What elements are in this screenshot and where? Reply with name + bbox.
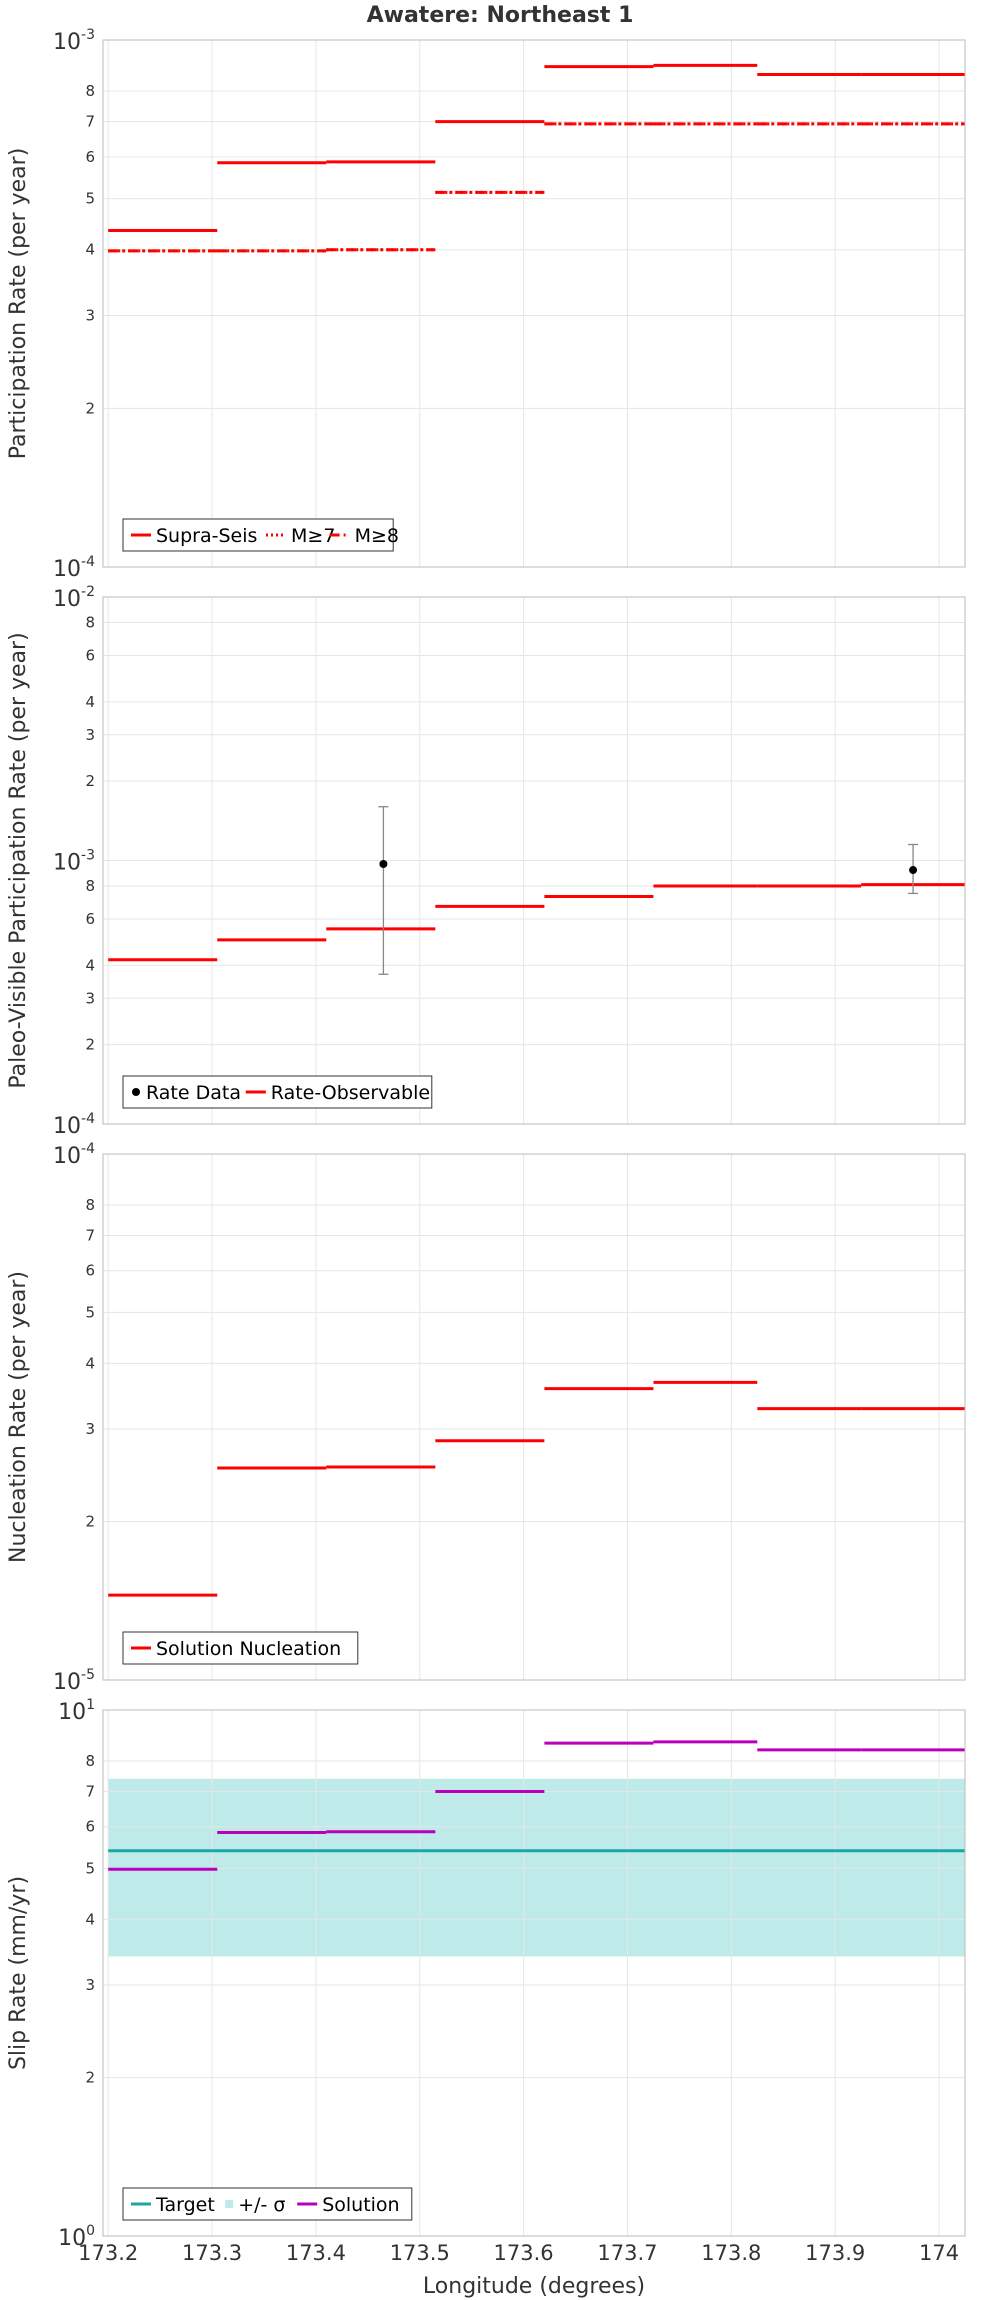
y-tick-label: 10-3 xyxy=(53,848,95,876)
y-tick-label: 5 xyxy=(85,1859,95,1877)
y-tick-label: 6 xyxy=(85,1262,95,1280)
data-point xyxy=(379,859,388,868)
y-tick-label: 4 xyxy=(85,956,95,974)
legend-box xyxy=(122,2187,413,2221)
legend-label: M≥8 xyxy=(355,525,399,547)
y-tick-label: 101 xyxy=(58,1697,95,1725)
y-tick-label: 8 xyxy=(85,1752,95,1770)
legend-label: Solution xyxy=(322,2194,399,2216)
legend: Solution Nucleation xyxy=(122,1631,359,1665)
y-tick-label: 2 xyxy=(85,2069,95,2087)
panel-1: 10-4 2 3 4 5 6 7 8 10-3 Participation Rate (per y… xyxy=(6,27,966,582)
legend-box xyxy=(122,1075,433,1109)
y-tick-label: 3 xyxy=(85,307,95,325)
y-tick-label: 100 xyxy=(58,2223,95,2251)
y-tick-label: 6 xyxy=(85,910,95,928)
x-tick-label: 173.5 xyxy=(390,2241,450,2265)
x-tick-label: 174 xyxy=(919,2241,959,2265)
plot-frame xyxy=(102,1709,966,2237)
y-axis-label: Nucleation Rate (per year) xyxy=(6,1271,31,1563)
y-tick-label: 8 xyxy=(85,1196,95,1214)
x-tick-label: 173.8 xyxy=(701,2241,761,2265)
legend: Supra-Seis M≥7 M≥8 xyxy=(122,518,399,552)
y-axis-label: Slip Rate (mm/yr) xyxy=(6,1876,31,2070)
x-tick-label: 173.3 xyxy=(182,2241,242,2265)
y-tick-label: 7 xyxy=(85,1226,95,1244)
figure-title: Awatere: Northeast 1 xyxy=(367,3,634,28)
y-axis-label: Paleo-Visible Participation Rate (per ye… xyxy=(6,632,31,1088)
y-tick-label: 10-4 xyxy=(53,554,95,582)
y-tick-label: 6 xyxy=(85,148,95,166)
x-tick-label: 173.9 xyxy=(805,2241,865,2265)
legend-swatch xyxy=(132,1088,140,1096)
y-tick-label: 8 xyxy=(85,877,95,895)
panel-4: 100 2 3 4 5 6 7 8 101 Slip Rate (mm/yr) Target +/- … xyxy=(6,1697,966,2251)
legend-label: Rate Data xyxy=(146,1082,241,1104)
y-tick-label: 10-3 xyxy=(53,27,95,55)
legend: Rate Data Rate-Observable xyxy=(122,1075,433,1109)
legend-label: +/- σ xyxy=(238,2194,285,2216)
plot-area xyxy=(103,40,965,567)
y-tick-label: 3 xyxy=(85,989,95,1007)
x-tick-label: 173.7 xyxy=(597,2241,657,2265)
y-tick-label: 10-4 xyxy=(53,1111,95,1139)
plot-frame xyxy=(102,596,966,1125)
legend-label: M≥7 xyxy=(291,525,335,547)
y-tick-label: 2 xyxy=(85,399,95,417)
y-tick-label: 7 xyxy=(85,113,95,131)
legend: Target +/- σ Solution xyxy=(122,2187,413,2221)
y-tick-label: 5 xyxy=(85,190,95,208)
plot-frame xyxy=(102,39,966,568)
y-tick-label: 10-4 xyxy=(53,1141,95,1169)
x-axis-label: Longitude (degrees) xyxy=(423,2274,645,2299)
y-tick-label: 4 xyxy=(85,1354,95,1372)
legend-label: Supra-Seis xyxy=(156,525,257,547)
legend-box xyxy=(122,518,394,552)
y-tick-label: 4 xyxy=(85,693,95,711)
x-tick-label: 173.6 xyxy=(494,2241,554,2265)
y-tick-label: 2 xyxy=(85,1513,95,1531)
y-axis-label: Participation Rate (per year) xyxy=(6,148,31,460)
plot-area xyxy=(103,1154,965,1680)
y-tick-label: 8 xyxy=(85,82,95,100)
y-tick-label: 2 xyxy=(85,772,95,790)
legend-box xyxy=(122,1631,359,1665)
sigma-band xyxy=(108,1778,966,1957)
y-tick-label: 4 xyxy=(85,1910,95,1928)
legend-label: Solution Nucleation xyxy=(156,1638,341,1660)
legend-label: Rate-Observable xyxy=(271,1082,430,1104)
y-tick-label: 7 xyxy=(85,1782,95,1800)
y-tick-label: 10-2 xyxy=(53,584,95,612)
y-tick-label: 6 xyxy=(85,646,95,664)
y-tick-label: 8 xyxy=(85,614,95,632)
y-tick-label: 3 xyxy=(85,1976,95,1994)
y-tick-label: 6 xyxy=(85,1818,95,1836)
x-tick-label: 173.4 xyxy=(286,2241,346,2265)
x-tick-label: 173.2 xyxy=(78,2241,138,2265)
y-tick-label: 10-5 xyxy=(53,1667,95,1695)
data-point xyxy=(909,866,918,875)
plot-frame xyxy=(102,1153,966,1681)
panel-3: 10-5 2 3 4 5 6 7 8 10-4 Nucleation Rate (per year… xyxy=(6,1141,966,1695)
y-tick-label: 3 xyxy=(85,1420,95,1438)
legend-label: Target xyxy=(155,2194,215,2216)
y-tick-label: 3 xyxy=(85,726,95,744)
y-tick-label: 5 xyxy=(85,1303,95,1321)
legend-swatch xyxy=(225,2200,234,2208)
y-tick-label: 2 xyxy=(85,1036,95,1054)
y-tick-label: 4 xyxy=(85,241,95,259)
